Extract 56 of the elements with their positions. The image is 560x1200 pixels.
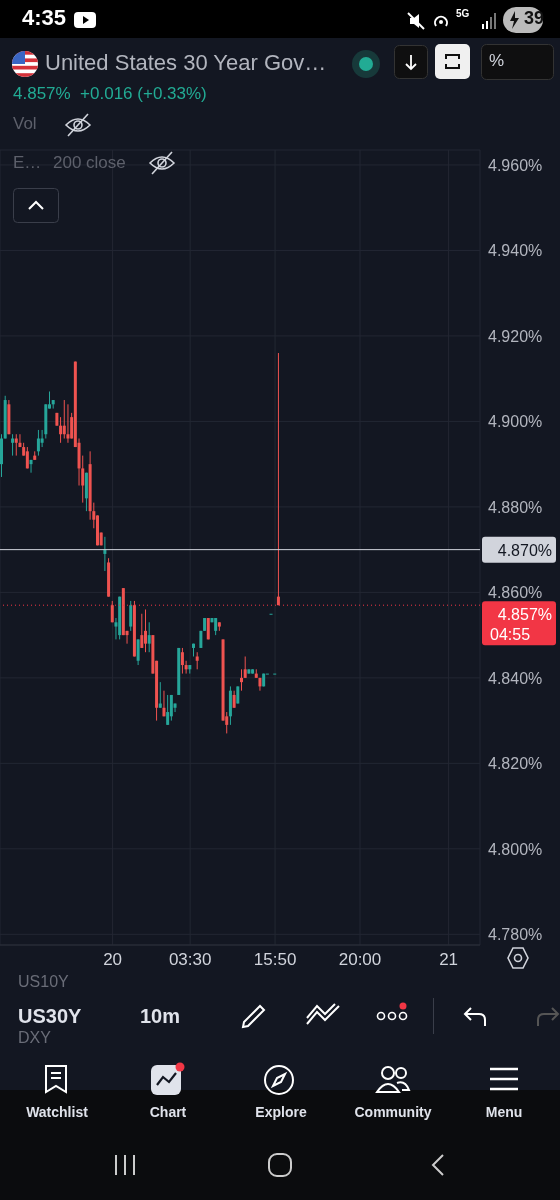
candlestick <box>59 416 63 444</box>
text: 5G <box>456 8 470 20</box>
text: Chart <box>148 1104 188 1121</box>
candlestick <box>147 621 151 653</box>
text: Menu <box>484 1104 524 1121</box>
text: Watchlist <box>25 1104 89 1121</box>
x-tick-label: 03:30 <box>168 950 212 970</box>
text: 10m <box>140 1004 181 1028</box>
candlestick <box>62 399 66 440</box>
text: 4:35 <box>22 5 67 32</box>
y-tick-label: 4.900% <box>488 413 543 431</box>
chart-subtitle: 4.857% +0.016 (+0.33%) <box>13 84 207 104</box>
candlestick <box>140 613 144 649</box>
annotation: E… <box>13 153 42 174</box>
ref-line-label: 4.870% <box>497 541 552 559</box>
candlestick <box>276 352 280 606</box>
chart-title: United States 30 Year Gov… <box>45 50 327 76</box>
text: Community <box>353 1104 433 1121</box>
candlestick <box>243 655 247 679</box>
candlestick <box>158 681 162 709</box>
y-tick-label: 4.860% <box>488 584 543 602</box>
text: US10Y <box>18 972 69 992</box>
text: Vol <box>13 114 37 135</box>
y-tick-label: 4.840% <box>488 669 543 687</box>
x-tick-label: 21 <box>439 950 459 970</box>
annotation: 200 close <box>53 153 126 174</box>
candlestick <box>129 600 133 632</box>
candlestick <box>162 690 166 717</box>
candlestick <box>144 608 147 653</box>
candlestick <box>136 638 140 666</box>
y-tick-label: 4.960% <box>488 156 543 174</box>
candlestick <box>29 459 33 474</box>
text: DXY <box>18 1028 51 1048</box>
y-tick-label: 4.920% <box>488 327 543 345</box>
candlestick <box>36 429 40 457</box>
text: Explore <box>254 1104 308 1121</box>
y-tick-label: 4.820% <box>488 755 543 773</box>
text: US30Y <box>18 1004 82 1028</box>
text: % <box>489 51 505 72</box>
candlestick <box>66 403 70 444</box>
y-tick-label: 4.780% <box>488 925 543 943</box>
candlestick <box>180 647 184 675</box>
x-tick-label: 20 <box>103 950 123 970</box>
candlestick <box>240 668 243 692</box>
ref-line-label: 4.857% <box>497 606 552 624</box>
y-tick-label: 4.880% <box>488 498 543 516</box>
candlestick <box>11 433 15 457</box>
candlestick <box>14 433 18 457</box>
text: 04:55 <box>490 626 531 644</box>
y-tick-label: 4.800% <box>488 840 543 858</box>
x-tick-label: 15:50 <box>253 950 297 970</box>
y-tick-label: 4.940% <box>488 242 543 260</box>
candlestick <box>103 536 107 572</box>
x-tick-label: 20:00 <box>338 950 382 970</box>
candlestick <box>169 694 173 722</box>
candlestick <box>166 694 170 726</box>
